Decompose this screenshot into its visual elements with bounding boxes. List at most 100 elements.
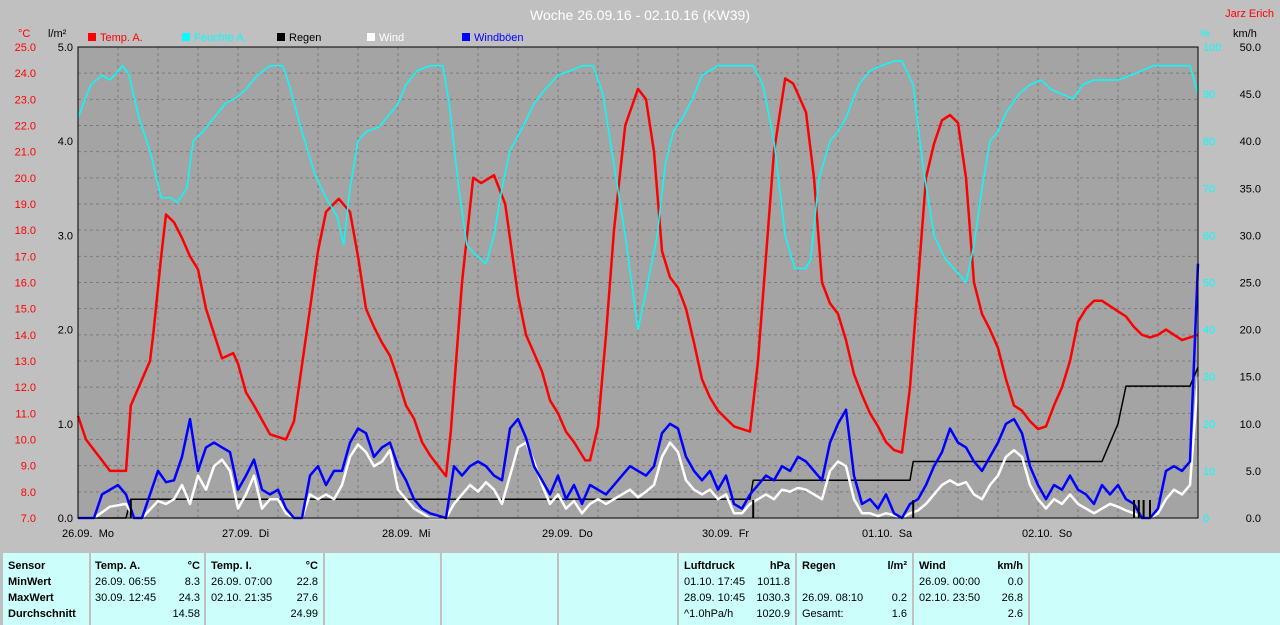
legend-label: Feuchte A. — [194, 32, 247, 44]
wind-tick-label: 20.0 — [1240, 325, 1261, 337]
empty-column-4 — [1030, 553, 1280, 625]
temp-i-unit: °C — [305, 560, 318, 572]
temp-i-avg: 24.99 — [290, 608, 318, 620]
humidity-unit-label: % — [1200, 28, 1210, 40]
temp-a-column: Temp. A. °C 26.09. 06:55 8.3 30.09. 12:45 2… — [91, 553, 204, 625]
temp-a-max-value: 24.3 — [178, 592, 200, 604]
humidity-tick-label: 20 — [1203, 419, 1215, 431]
wind-tick-label: 35.0 — [1240, 183, 1261, 195]
legend-swatch — [277, 33, 285, 41]
chart-title: Woche 26.09.16 - 02.10.16 (KW39) — [530, 7, 750, 23]
temp-tick-label: 23.0 — [15, 94, 36, 106]
humidity-tick-label: 80 — [1203, 136, 1215, 148]
legend-label: Regen — [289, 32, 321, 44]
temp-a-unit: °C — [187, 560, 200, 572]
day-label: 29.09. Do — [542, 528, 593, 540]
temp-tick-label: 16.0 — [15, 278, 36, 290]
temp-i-column: Temp. I. °C 26.09. 07:00 22.8 02.10. 21:35… — [206, 553, 323, 625]
rain-unit: l/m² — [887, 560, 907, 572]
temp-tick-label: 15.0 — [15, 304, 36, 316]
wind-tick-label: 10.0 — [1240, 419, 1261, 431]
rain-tick-label: 4.0 — [58, 136, 73, 148]
pressure-min-value: 1011.8 — [757, 576, 790, 588]
rain-total-label: Gesamt: — [802, 608, 844, 620]
rain-header: Regen — [802, 560, 836, 572]
temp-tick-label: 24.0 — [15, 68, 36, 80]
wind-max-date: 02.10. 23:50 — [919, 592, 981, 604]
rain-total-value: 1.6 — [891, 608, 907, 620]
wind-min-date: 26.09. 00:00 — [919, 576, 981, 588]
rain-unit-label: l/m² — [48, 28, 67, 40]
pressure-avg: 1020.9 — [756, 608, 790, 620]
wind-tick-label: 0.0 — [1246, 513, 1261, 525]
pressure-max-date: 28.09. 10:45 — [684, 592, 746, 604]
temp-tick-label: 12.0 — [15, 382, 36, 394]
day-label: 02.10. So — [1022, 528, 1072, 540]
series-line-feuchte-a- — [77, 60, 1199, 331]
temp-a-header: Temp. A. — [95, 560, 141, 572]
temp-tick-label: 14.0 — [15, 330, 36, 342]
temp-tick-label: 7.0 — [21, 513, 36, 525]
temp-i-max-value: 27.6 — [296, 592, 318, 604]
wind-tick-label: 15.0 — [1240, 372, 1261, 384]
rain-max-date: 26.09. 08:10 — [802, 592, 864, 604]
temp-tick-label: 17.0 — [15, 251, 36, 263]
avg-label: Durchschnitt — [8, 608, 76, 620]
statistics-table: Sensor MinWert MaxWert Durchschnitt Temp… — [0, 550, 1280, 625]
series-line-wind — [78, 376, 1200, 520]
wind-unit-label: km/h — [1233, 28, 1257, 40]
wind-avg: 2.6 — [1007, 608, 1023, 620]
temp-tick-label: 8.0 — [21, 487, 36, 499]
wind-tick-label: 50.0 — [1240, 42, 1261, 54]
temp-tick-label: 13.0 — [15, 356, 36, 368]
series-line-temp-a- — [76, 77, 1199, 478]
humidity-tick-label: 60 — [1203, 230, 1215, 242]
wind-tick-label: 5.0 — [1246, 466, 1261, 478]
day-label: 28.09. Mi — [382, 528, 430, 540]
empty-column-2 — [442, 553, 557, 625]
wind-header: Wind — [919, 560, 946, 572]
temp-a-max-date: 30.09. 12:45 — [95, 592, 157, 604]
rain-tick-label: 1.0 — [58, 419, 73, 431]
chart-svg: Woche 26.09.16 - 02.10.16 (KW39) Jarz Eri… — [15, 7, 1274, 540]
day-label: 01.10. Sa — [862, 528, 913, 540]
legend-label: Wind — [379, 32, 404, 44]
wind-max-value: 26.8 — [1001, 592, 1023, 604]
day-label: 26.09. Mo — [62, 528, 114, 540]
humidity-tick-label: 90 — [1203, 89, 1215, 101]
temp-tick-label: 25.0 — [15, 42, 36, 54]
plot-border — [77, 46, 1199, 519]
wind-tick-label: 45.0 — [1240, 89, 1261, 101]
weather-chart: Woche 26.09.16 - 02.10.16 (KW39) Jarz Eri… — [15, 7, 1274, 540]
rain-tick-label: 2.0 — [58, 325, 73, 337]
temp-i-max-date: 02.10. 21:35 — [211, 592, 273, 604]
pressure-trend: ^1.0hPa/h — [684, 608, 734, 620]
temp-i-min-date: 26.09. 07:00 — [211, 576, 273, 588]
temp-unit-label: °C — [18, 28, 30, 40]
wind-column: Wind km/h 26.09. 00:00 0.0 02.10. 23:50 26.… — [914, 553, 1028, 625]
temp-tick-label: 21.0 — [15, 147, 36, 159]
wind-tick-label: 40.0 — [1240, 136, 1261, 148]
legend-swatch — [88, 33, 96, 41]
temp-tick-label: 18.0 — [15, 225, 36, 237]
day-label: 27.09. Di — [222, 528, 269, 540]
wind-unit: km/h — [997, 560, 1023, 572]
rain-tick-label: 0.0 — [58, 513, 73, 525]
empty-column-1 — [325, 553, 440, 625]
author-label: Jarz Erich — [1225, 8, 1274, 20]
pressure-max-value: 1030.3 — [756, 592, 790, 604]
wind-min-value: 0.0 — [1007, 576, 1023, 588]
temp-i-header: Temp. I. — [211, 560, 252, 572]
temp-i-min-value: 22.8 — [296, 576, 318, 588]
humidity-tick-label: 100 — [1203, 42, 1221, 54]
max-label: MaxWert — [8, 592, 54, 604]
rain-tick-label: 5.0 — [58, 42, 73, 54]
rain-column: Regen l/m² 26.09. 08:10 0.2 Gesamt: 1.6 — [797, 553, 912, 625]
rain-tick-label: 3.0 — [58, 230, 73, 242]
pressure-unit: hPa — [769, 560, 790, 572]
humidity-tick-label: 30 — [1203, 372, 1215, 384]
wind-tick-label: 25.0 — [1240, 278, 1261, 290]
legend-swatch — [462, 33, 470, 41]
humidity-tick-label: 0 — [1203, 513, 1209, 525]
humidity-tick-label: 10 — [1203, 466, 1215, 478]
